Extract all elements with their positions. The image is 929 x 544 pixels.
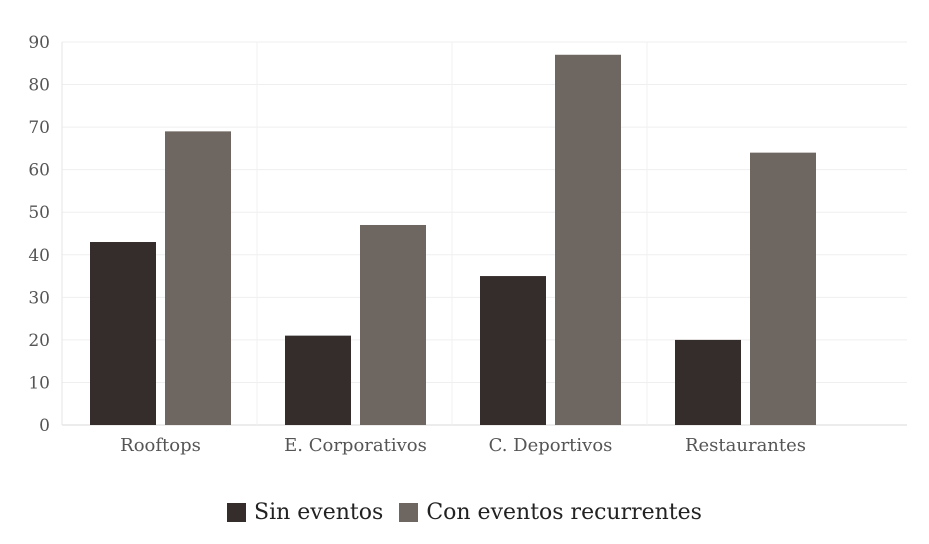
x-tick-label-1: E. Corporativos: [284, 435, 427, 456]
bar-e-corporativos-series-0: [285, 335, 351, 425]
bar-restaurantes-series-0: [675, 339, 741, 425]
y-tick-label-80: 80: [28, 76, 50, 96]
legend-item-sin-eventos[interactable]: Sin eventos: [227, 500, 383, 525]
bars: [90, 54, 816, 426]
bar-e-corporativos-series-1: [360, 224, 426, 425]
x-tick-label-2: C. Deportivos: [489, 435, 613, 456]
bar-rooftops-series-1: [165, 131, 231, 425]
x-axis-labels: Rooftops E. Corporativos C. Deportivos Rest…: [120, 435, 806, 456]
bar-rooftops-series-0: [90, 242, 156, 425]
y-tick-label-60: 60: [28, 161, 50, 181]
x-tick-label-0: Rooftops: [120, 435, 201, 456]
legend-label-con-eventos-recurrentes: Con eventos recurrentes: [426, 500, 702, 525]
y-tick-label-90: 90: [28, 33, 50, 53]
y-tick-label-50: 50: [28, 203, 50, 223]
y-tick-label-40: 40: [28, 246, 50, 266]
y-tick-label-20: 20: [28, 331, 50, 351]
y-tick-label-30: 30: [28, 288, 50, 308]
legend-item-con-eventos-recurrentes[interactable]: Con eventos recurrentes: [399, 500, 702, 525]
x-tick-label-3: Restaurantes: [685, 435, 806, 456]
legend: Sin eventos Con eventos recurrentes: [0, 500, 929, 525]
bar-chart: 0 10 20 30 40 50 60 70 80 90 Rooftops E. Corporati…: [28, 33, 907, 456]
legend-label-sin-eventos: Sin eventos: [254, 500, 384, 525]
legend-swatch-sin-eventos: [227, 503, 247, 522]
bar-c-deportivos-series-1: [555, 54, 621, 426]
y-tick-label-70: 70: [28, 118, 50, 138]
legend-swatch-con-eventos-recurrentes: [399, 503, 419, 522]
y-tick-label-0: 0: [39, 416, 50, 436]
y-axis-ticks: 0 10 20 30 40 50 60 70 80 90: [28, 33, 50, 436]
bar-c-deportivos-series-0: [480, 276, 546, 425]
bar-restaurantes-series-1: [750, 152, 816, 425]
y-tick-label-10: 10: [28, 373, 50, 393]
